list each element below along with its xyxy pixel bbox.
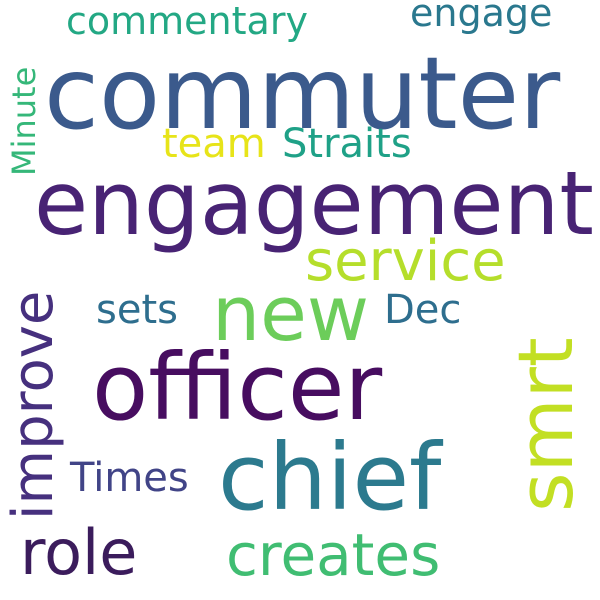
word-straits: Straits bbox=[282, 121, 412, 167]
word-dec: Dec bbox=[384, 287, 462, 333]
word-new: new bbox=[212, 269, 370, 358]
word-times: Times bbox=[70, 455, 189, 501]
word-improve: improve bbox=[1, 290, 66, 520]
word-smrt: smrt bbox=[501, 337, 590, 512]
word-role: role bbox=[20, 516, 138, 589]
word-team: team bbox=[162, 121, 266, 167]
word-creates: creates bbox=[226, 521, 441, 589]
word-engage: engage bbox=[410, 0, 553, 35]
word-chief: chief bbox=[218, 424, 442, 531]
word-commentary: commentary bbox=[66, 0, 308, 43]
word-engagement: engagement bbox=[34, 152, 594, 255]
word-minute: Minute bbox=[5, 66, 43, 176]
word-commuter: commuter bbox=[44, 35, 561, 152]
word-sets: sets bbox=[96, 287, 178, 333]
word-officer: officer bbox=[92, 334, 383, 441]
word-service: service bbox=[305, 229, 506, 294]
